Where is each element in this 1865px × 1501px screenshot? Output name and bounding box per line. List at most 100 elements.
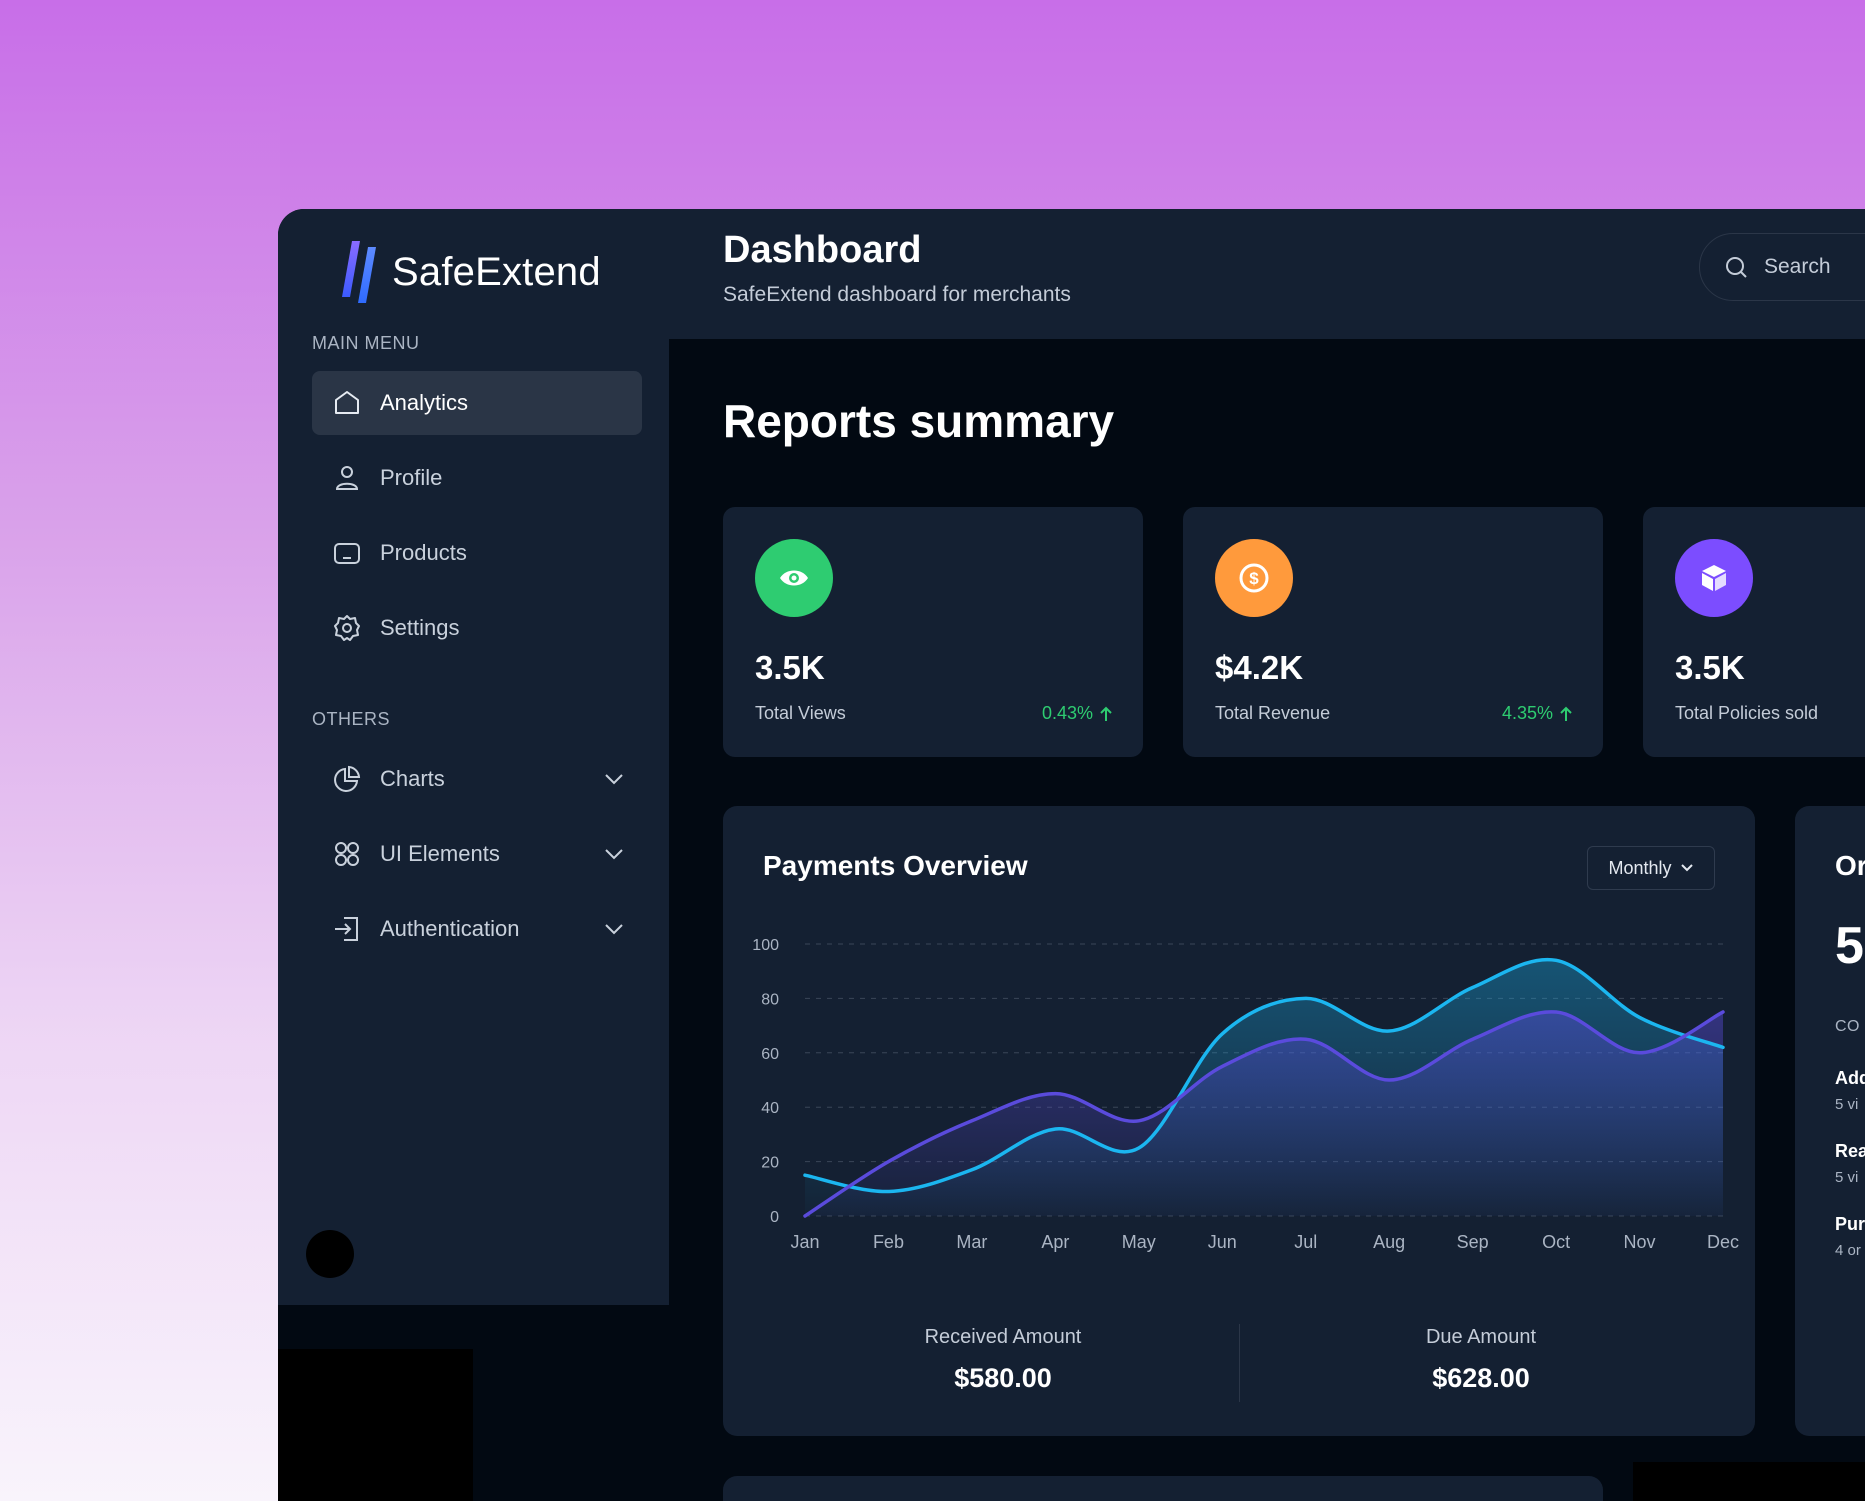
side-card: Or 5 CO Add 5 vi Rea 5 vi Pur 4 or: [1795, 806, 1865, 1436]
sidebar-item-analytics[interactable]: Analytics: [312, 371, 642, 435]
grid-icon: [332, 839, 362, 869]
gear-icon: [332, 613, 362, 643]
x-tick-label: May: [1122, 1232, 1156, 1252]
background: [0, 0, 280, 1501]
y-tick-label: 20: [761, 1155, 779, 1172]
arrow-up-icon: [1100, 706, 1112, 721]
stat-label: Total Policies sold: [1675, 703, 1819, 723]
series-line: [803, 1010, 1725, 1218]
received-label: Received Amount: [924, 1326, 1082, 1348]
payments-chart: 0 20 40 60 80 100 Jan Feb Mar Apr May Jun Jul Aug Sep O…: [752, 937, 1739, 1252]
bottom-card: [723, 1476, 1603, 1501]
stat-change-value: 4.35%: [1501, 703, 1553, 723]
stat-change: 0.43%: [1042, 703, 1113, 724]
side-card-title: Or: [1835, 850, 1865, 881]
side-card-row-sub: 4 or: [1835, 1242, 1861, 1259]
sidebar-item-ui-elements[interactable]: UI Elements: [312, 822, 642, 886]
page-title: Dashboard: [723, 229, 922, 271]
y-tick-label: 80: [761, 991, 779, 1008]
cube-icon: [1675, 539, 1753, 617]
sidebar-item-label: UI Elements: [380, 841, 500, 866]
arrow-up-icon: [1560, 706, 1572, 721]
period-select[interactable]: Monthly: [1587, 846, 1715, 890]
stat-value: $4.2K: [1215, 649, 1304, 686]
chevron-down-icon[interactable]: [602, 767, 626, 791]
stat-value: 3.5K: [1675, 649, 1745, 686]
brand-name: SafeExtend: [392, 249, 601, 294]
pie-chart-icon: [332, 764, 362, 794]
overlay-block: [278, 1349, 473, 1501]
stat-card-views: 3.5K Total Views 0.43%: [723, 507, 1143, 757]
sidebar-item-settings[interactable]: Settings: [312, 596, 642, 660]
x-tick-label: Jun: [1208, 1232, 1237, 1252]
main-menu-title: MAIN MENU: [312, 333, 420, 353]
x-tick-label: Mar: [956, 1232, 987, 1252]
overlay-block: [1633, 1462, 1865, 1501]
sign-in-icon: [332, 914, 362, 944]
stat-label: Total Revenue: [1215, 703, 1331, 723]
sidebar-item-charts[interactable]: Charts: [312, 747, 642, 811]
search-icon: [1726, 257, 1747, 278]
sidebar-item-label: Products: [380, 540, 467, 565]
y-tick-label: 60: [761, 1046, 779, 1063]
logo-mark-icon: [342, 241, 376, 303]
avatar[interactable]: [306, 1230, 354, 1278]
period-select-value: Monthly: [1608, 857, 1672, 878]
payments-overview-card: Payments Overview Monthly 0 20 40 60 80 100 Ja…: [723, 806, 1755, 1436]
header: Dashboard SafeExtend dashboard for merch…: [669, 209, 1865, 339]
chevron-down-icon[interactable]: [602, 842, 626, 866]
x-tick-label: Apr: [1041, 1232, 1069, 1252]
brand-logo[interactable]: SafeExtend: [340, 241, 601, 303]
reports-title: Reports summary: [723, 395, 1115, 447]
home-icon: [332, 388, 362, 418]
due-amount: Due Amount $628.00: [1241, 1326, 1721, 1394]
page-subtitle: SafeExtend dashboard for merchants: [723, 283, 1071, 306]
svg-text:$: $: [1249, 569, 1259, 588]
side-card-row-title: Add: [1835, 1068, 1865, 1088]
stat-change: 4.35%: [1502, 703, 1573, 724]
eye-icon: [755, 539, 833, 617]
chevron-down-icon: [1680, 864, 1693, 872]
sidebar: SafeExtend MAIN MENU Analytics Profile P…: [278, 209, 669, 1305]
y-tick-label: 100: [752, 937, 779, 954]
app-window: SafeExtend MAIN MENU Analytics Profile P…: [278, 209, 1865, 1501]
dollar-icon: $: [1215, 539, 1293, 617]
search-input[interactable]: Search: [1699, 233, 1865, 301]
sidebar-item-profile[interactable]: Profile: [312, 446, 642, 510]
sidebar-item-authentication[interactable]: Authentication: [312, 897, 642, 961]
sidebar-item-label: Settings: [380, 615, 460, 640]
x-tick-label: Jan: [790, 1232, 819, 1252]
x-tick-label: Aug: [1373, 1232, 1405, 1252]
user-icon: [332, 463, 362, 493]
sidebar-item-label: Authentication: [380, 916, 520, 941]
x-tick-label: Sep: [1457, 1232, 1489, 1252]
search-placeholder: Search: [1764, 255, 1831, 278]
due-label: Due Amount: [1425, 1326, 1537, 1348]
others-title: OTHERS: [312, 709, 391, 729]
divider: [1239, 1324, 1240, 1402]
side-card-value: 5: [1835, 917, 1864, 975]
side-card-row-sub: 5 vi: [1835, 1169, 1859, 1186]
product-icon: [332, 538, 362, 568]
sidebar-item-label: Profile: [380, 465, 443, 490]
payments-title: Payments Overview: [763, 850, 1028, 881]
stat-value: 3.5K: [755, 649, 825, 686]
side-card-caption: CO: [1835, 1018, 1860, 1035]
stat-card-policies: 3.5K Total Policies sold: [1643, 507, 1865, 757]
stat-card-revenue: $ $4.2K Total Revenue 4.35%: [1183, 507, 1603, 757]
sidebar-item-label: Analytics: [380, 390, 469, 415]
x-tick-label: Feb: [873, 1232, 904, 1252]
series-line: [803, 957, 1725, 1194]
y-tick-label: 0: [770, 1209, 779, 1226]
side-card-row-title: Rea: [1835, 1141, 1865, 1161]
due-value: $628.00: [1432, 1363, 1530, 1393]
x-tick-label: Dec: [1707, 1232, 1739, 1252]
stat-label: Total Views: [755, 703, 846, 723]
side-card-row-title: Pur: [1835, 1214, 1865, 1234]
y-tick-label: 40: [761, 1100, 779, 1117]
sidebar-item-products[interactable]: Products: [312, 521, 642, 585]
chevron-down-icon[interactable]: [602, 917, 626, 941]
side-card-row-sub: 5 vi: [1835, 1096, 1859, 1113]
x-tick-label: Jul: [1294, 1232, 1317, 1252]
x-tick-label: Nov: [1624, 1232, 1656, 1252]
